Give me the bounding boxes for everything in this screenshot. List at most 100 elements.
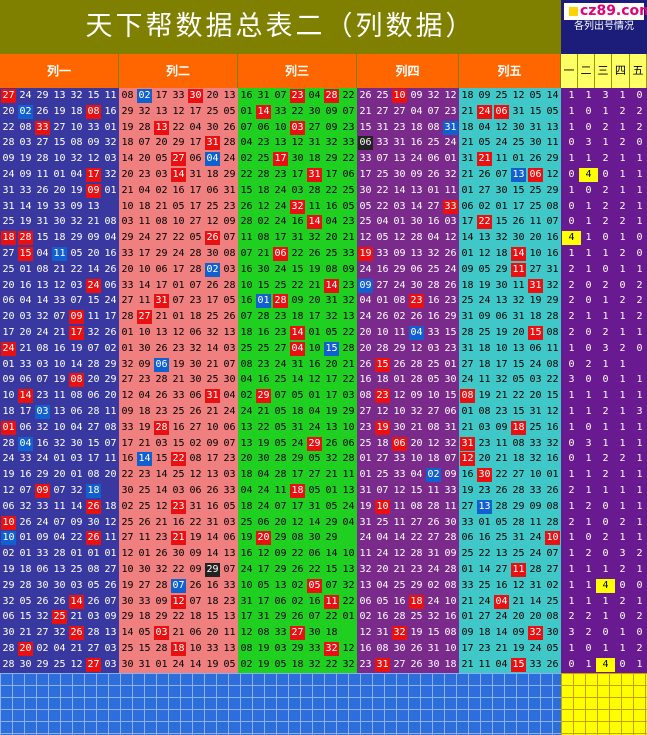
stats-count-cell: 2 [602, 279, 609, 291]
stats-count-cell: 1 [602, 105, 609, 117]
stats-count-cell: 1 [636, 200, 643, 212]
grid-number-cell: 17 [19, 406, 32, 417]
grid-number-cell: 08 [460, 389, 475, 404]
grid-number-cell: 17 [86, 168, 101, 182]
grid-number-cell: 11 [104, 532, 117, 544]
grid-number-cell: 26 [206, 279, 219, 291]
grid-number-cell: 28 [410, 358, 423, 370]
grid-number-cell: 04 [53, 643, 66, 654]
stats-count-cell: 1 [585, 453, 592, 465]
stats-count-cell: 0 [636, 248, 643, 259]
grid-number-cell: 14 [410, 200, 423, 212]
grid-number-cell: 04 [70, 169, 83, 180]
grid-number-cell: 09 [529, 500, 542, 512]
grid-number-cell: 28 [410, 232, 423, 244]
grid-number-cell: 27 [308, 469, 321, 481]
grid-number-cell: 09 [155, 595, 168, 607]
grid-number-cell: 13 [223, 611, 236, 623]
grid-number-cell: 15 [511, 657, 526, 672]
grid-number-cell: 19 [138, 421, 151, 433]
grid-number-cell: 24 [240, 564, 253, 575]
grid-number-cell: 20 [87, 374, 100, 386]
grid-number-cell: 18 [444, 658, 457, 670]
grid-number-cell: 30 [36, 579, 49, 591]
grid-number-cell: 24 [359, 263, 372, 275]
grid-number-cell: 15 [546, 390, 559, 402]
grid-number-cell: 18 [376, 374, 389, 386]
grid-number-cell: 11 [478, 374, 491, 386]
grid-number-cell: 14 [307, 215, 322, 230]
grid-number-cell: 24 [223, 153, 236, 165]
stats-count-cell: 0 [602, 169, 609, 180]
grid-number-cell: 12 [393, 390, 406, 402]
grid-number-cell: 11 [223, 627, 236, 639]
grid-number-cell: 30 [121, 658, 134, 670]
stats-count-cell: 2 [619, 216, 626, 228]
grid-number-cell: 08 [410, 500, 423, 512]
grid-number-cell: 28 [2, 137, 15, 149]
grid-number-cell: 12 [291, 137, 304, 149]
grid-number-cell: 22 [172, 232, 185, 244]
grid-number-cell: 30 [257, 263, 270, 275]
stats-count-cell: 2 [619, 516, 626, 528]
grid-number-cell: 26 [19, 516, 32, 528]
grid-number-cell: 01 [155, 658, 168, 670]
grid-number-cell: 16 [461, 469, 474, 481]
brand-logo[interactable]: cz89.com [564, 3, 647, 20]
grid-number-cell: 31 [359, 516, 372, 528]
grid-number-cell: 31 [512, 532, 525, 544]
stats-count-cell: 3 [602, 342, 609, 354]
grid-number-cell: 21 [461, 169, 474, 180]
grid-number-cell: 03 [104, 153, 117, 165]
grid-number-cell: 08 [376, 643, 389, 654]
grid-number-cell: 05 [307, 578, 322, 593]
grid-number-cell: 32 [325, 137, 338, 149]
grid-number-cell: 33 [53, 295, 66, 307]
stats-count-cell: 3 [636, 406, 643, 417]
grid-number-cell: 06 [154, 357, 169, 372]
grid-number-cell: 10 [53, 421, 66, 433]
column-block-5: 18 09 25 12 05 14 21 24 06 31 15 05 18 04 12 30 31 13 21 05… [459, 88, 576, 701]
grid-number-cell: 01 [70, 469, 83, 481]
grid-number-cell: 32 [427, 248, 440, 259]
grid-number-cell: 16 [393, 595, 406, 607]
grid-number-cell: 26 [359, 358, 372, 370]
grid-number-cell: 33 [393, 453, 406, 465]
stats-count-cell: 2 [602, 532, 609, 544]
stats-count-cell: 2 [602, 453, 609, 465]
stats-count-cell: 2 [585, 548, 592, 560]
grid-number-cell: 26 [104, 263, 117, 275]
stats-count-cell: 2 [585, 500, 592, 512]
grid-number-cell: 16 [172, 516, 185, 528]
stats-count-cell: 2 [619, 564, 626, 575]
grid-number-cell: 21 [19, 342, 32, 354]
grid-number-cell: 14 [206, 342, 219, 354]
grid-number-cell: 07 [495, 169, 508, 180]
grid-number-cell: 24 [444, 137, 457, 149]
grid-number-cell: 10 [121, 200, 134, 212]
grid-number-cell: 29 [104, 358, 117, 370]
grid-number-cell: 13 [36, 279, 49, 291]
grid-number-cell: 18 [409, 594, 424, 609]
grid-number-cell: 12 [393, 548, 406, 560]
grid-number-cell: 01 [121, 327, 134, 338]
grid-number-cell: 04 [189, 121, 202, 133]
grid-number-cell: 20 [104, 469, 117, 481]
grid-number-cell: 11 [52, 247, 67, 261]
grid-number-cell: 30 [189, 358, 202, 370]
grid-number-cell: 30 [512, 232, 525, 244]
grid-number-cell: 25 [325, 248, 338, 259]
grid-number-cell: 12 [342, 643, 355, 654]
stats-count-cell: 2 [602, 216, 609, 228]
grid-number-cell: 09 [69, 310, 84, 325]
grid-number-cell: 26 [512, 216, 525, 228]
grid-number-cell: 03 [223, 516, 236, 528]
grid-number-cell: 04 [308, 406, 321, 417]
grid-number-cell: 23 [410, 564, 423, 575]
grid-number-cell: 12 [359, 232, 372, 244]
grid-number-cell: 19 [19, 216, 32, 228]
grid-number-cell: 18 [138, 406, 151, 417]
stats-count-cell: 1 [619, 358, 626, 370]
grid-number-cell: 14 [189, 658, 202, 670]
grid-number-cell: 16 [359, 643, 372, 654]
